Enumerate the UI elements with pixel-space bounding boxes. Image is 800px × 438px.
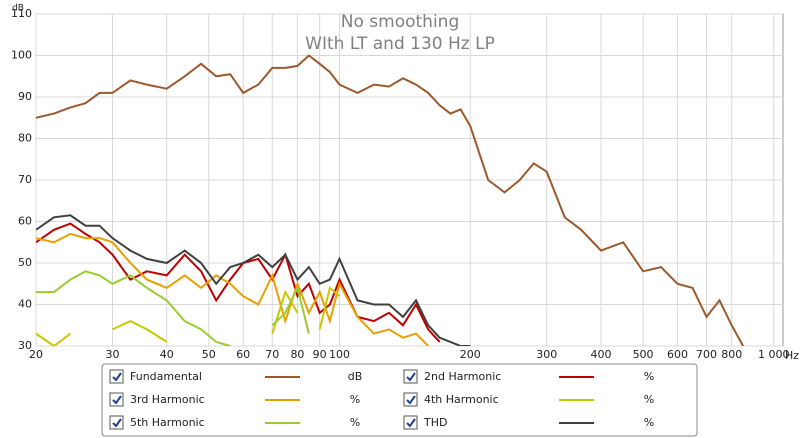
x-tick-label: 70: [265, 348, 279, 361]
series-line: [36, 286, 341, 346]
legend-checkbox[interactable]: [403, 369, 418, 384]
legend-checkbox[interactable]: [109, 369, 124, 384]
series-line: [36, 214, 471, 346]
x-tick-label: 500: [633, 348, 654, 361]
checkbox-box: [403, 415, 418, 430]
x-tick-label: 700: [696, 348, 717, 361]
series-line: [36, 222, 441, 343]
checkbox-check: [112, 372, 122, 382]
chart-subtitle: WIth LT and 130 Hz LP: [305, 34, 495, 54]
legend-unit: %: [350, 416, 360, 429]
checkbox-box: [109, 392, 124, 407]
series-line: [36, 54, 744, 346]
legend-unit: %: [644, 370, 654, 383]
checkbox-box: [109, 415, 124, 430]
y-axis-label: dB: [12, 4, 24, 14]
x-tick-label: 400: [590, 348, 611, 361]
legend-checkbox[interactable]: [403, 392, 418, 407]
series-line: [36, 232, 429, 346]
x-axis-label: Hz: [785, 349, 799, 362]
checkbox-check: [112, 418, 122, 428]
legend-unit: dB: [348, 370, 363, 383]
legend-checkbox[interactable]: [109, 392, 124, 407]
x-tick-label: 600: [667, 348, 688, 361]
legend-label: 3rd Harmonic: [130, 393, 205, 406]
legend-unit: %: [644, 393, 654, 406]
checkbox-check: [406, 418, 416, 428]
checkbox-check: [406, 395, 416, 405]
legend-checkbox[interactable]: [403, 415, 418, 430]
checkbox-box: [109, 369, 124, 384]
y-tick-label: 100: [11, 49, 32, 62]
legend-label: Fundamental: [130, 370, 202, 383]
x-tick-label: 60: [236, 348, 250, 361]
checkbox-check: [406, 372, 416, 382]
legend-label: 4th Harmonic: [424, 393, 499, 406]
legend-unit: %: [644, 416, 654, 429]
legend-label: 5th Harmonic: [130, 416, 205, 429]
y-tick-label: 110: [11, 7, 32, 20]
x-tick-label: 90: [313, 348, 327, 361]
y-tick-label: 90: [18, 90, 32, 103]
x-tick-label: 50: [202, 348, 216, 361]
y-tick-label: 50: [18, 256, 32, 269]
x-tick-label: 20: [29, 348, 43, 361]
x-tick-label: 300: [536, 348, 557, 361]
x-tick-label: 800: [721, 348, 742, 361]
y-tick-label: 30: [18, 339, 32, 352]
chart-title: No smoothing: [341, 12, 459, 32]
checkbox-box: [403, 392, 418, 407]
y-tick-label: 60: [18, 215, 32, 228]
x-tick-label: 30: [105, 348, 119, 361]
x-tick-label: 40: [160, 348, 174, 361]
x-tick-label: 1 000: [758, 348, 790, 361]
y-tick-label: 80: [18, 132, 32, 145]
checkbox-box: [403, 369, 418, 384]
y-tick-label: 40: [18, 298, 32, 311]
legend: [101, 363, 698, 437]
legend-unit: %: [350, 393, 360, 406]
x-tick-label: 200: [460, 348, 481, 361]
checkbox-check: [112, 395, 122, 405]
legend-label: 2nd Harmonic: [424, 370, 501, 383]
x-tick-label: 80: [290, 348, 304, 361]
legend-label: THD: [423, 416, 447, 429]
x-tick-label: 100: [329, 348, 350, 361]
y-tick-label: 70: [18, 173, 32, 186]
legend-checkbox[interactable]: [109, 415, 124, 430]
